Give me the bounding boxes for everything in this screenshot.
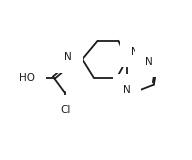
Text: N: N: [65, 52, 72, 62]
Text: N: N: [123, 85, 131, 95]
Text: HO: HO: [19, 73, 35, 83]
Text: N: N: [145, 57, 153, 67]
Text: N: N: [131, 47, 138, 57]
Text: Cl: Cl: [60, 105, 70, 116]
